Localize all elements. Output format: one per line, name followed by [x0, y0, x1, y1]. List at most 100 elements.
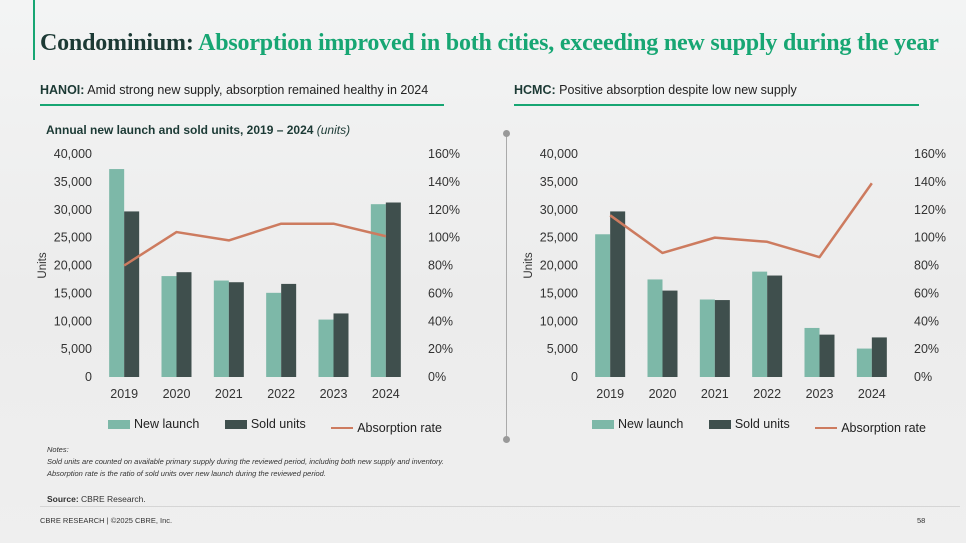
- y2-tick-label: 20%: [428, 342, 453, 356]
- y-tick-label: 5,000: [61, 342, 92, 356]
- title-headline: Absorption improved in both cities, exce…: [198, 30, 939, 56]
- legend-absorption: Absorption rate: [815, 421, 926, 435]
- new-launch-bar: [699, 299, 715, 377]
- new-launch-swatch: [592, 419, 614, 429]
- sold-units-bar: [333, 313, 349, 377]
- sold-units-bar: [124, 211, 140, 377]
- sold-units-swatch: [224, 419, 247, 429]
- y2-tick-label: 120%: [914, 203, 946, 217]
- new-launch-bar: [109, 169, 125, 377]
- hanoi-subheading: HANOI: Amid strong new supply, absorptio…: [40, 83, 428, 97]
- y-tick-label: 35,000: [540, 175, 578, 189]
- page-number: 58: [917, 516, 926, 525]
- page-title: Condominium: Absorption improved in both…: [40, 30, 939, 57]
- x-tick-label: 2024: [858, 387, 886, 401]
- absorption-swatch: [331, 426, 354, 429]
- footer: CBRE RESEARCH | ©2025 CBRE, Inc.: [40, 516, 173, 525]
- sold-units-bar: [871, 337, 887, 377]
- chart-heading: Annual new launch and sold units, 2019 –…: [46, 123, 350, 137]
- sold-units-bar: [385, 202, 401, 377]
- legend-absorption: Absorption rate: [331, 421, 442, 435]
- legend-sold-units: Sold units: [708, 417, 790, 431]
- hanoi-label: HANOI:: [40, 83, 85, 97]
- y2-tick-label: 100%: [428, 231, 460, 245]
- new-launch-bar: [370, 204, 386, 377]
- sold-units-bar: [610, 211, 626, 377]
- hanoi-text: Amid strong new supply, absorption remai…: [87, 83, 429, 97]
- new-launch-bar: [595, 234, 611, 377]
- y2-tick-label: 80%: [914, 259, 939, 273]
- sold-units-bar: [714, 300, 730, 377]
- x-tick-label: 2022: [267, 387, 295, 401]
- new-launch-bar: [752, 271, 768, 377]
- y2-tick-label: 60%: [428, 286, 453, 300]
- y-tick-label: 20,000: [54, 259, 92, 273]
- chart-heading-main: Annual new launch and sold units, 2019 –…: [46, 123, 314, 137]
- y-tick-label: 0: [571, 370, 578, 384]
- legend-new-launch-label: New launch: [134, 417, 200, 431]
- x-tick-label: 2023: [806, 387, 834, 401]
- notes-heading: Notes:: [47, 445, 69, 454]
- source: Source: CBRE Research.: [47, 494, 146, 504]
- y-tick-label: 10,000: [540, 314, 578, 328]
- absorption-swatch: [815, 426, 838, 429]
- y-tick-label: 15,000: [54, 286, 92, 300]
- y2-tick-label: 80%: [428, 259, 453, 273]
- notes-line-1: Sold units are counted on available prim…: [47, 457, 444, 466]
- legend-sold-units-label: Sold units: [734, 417, 790, 431]
- divider-top-dot: [503, 130, 510, 137]
- y2-tick-label: 140%: [914, 175, 946, 189]
- y-tick-label: 30,000: [54, 203, 92, 217]
- y2-tick-label: 140%: [428, 175, 460, 189]
- x-tick-label: 2021: [215, 387, 243, 401]
- sold-units-swatch: [708, 419, 731, 429]
- hanoi-chart: 0 5,000 10,000 15,000 20,000 25,000 30,000 35,0…: [37, 147, 460, 401]
- x-tick-label: 2022: [753, 387, 781, 401]
- y-tick-label: 25,000: [540, 231, 578, 245]
- new-launch-bar: [161, 276, 177, 377]
- sold-units-bar: [176, 272, 192, 377]
- hcmc-label: HCMC:: [514, 83, 556, 97]
- y-tick-label: 25,000: [54, 231, 92, 245]
- hanoi-underline: [40, 104, 444, 106]
- new-launch-bar: [804, 327, 820, 377]
- absorption-line: [609, 182, 873, 259]
- y-axis-label: Units: [37, 252, 49, 278]
- legend-sold-units-label: Sold units: [250, 417, 306, 431]
- y2-tick-label: 0%: [428, 370, 446, 384]
- x-tick-label: 2023: [320, 387, 348, 401]
- new-launch-bar: [318, 319, 334, 377]
- legend-sold-units: Sold units: [224, 417, 306, 431]
- legend-absorption-label: Absorption rate: [841, 420, 926, 435]
- hcmc-chart: 0 5,000 10,000 15,000 20,000 25,000 30,000 35,0…: [523, 147, 946, 401]
- source-label: Source:: [47, 494, 79, 504]
- y-tick-label: 20,000: [540, 259, 578, 273]
- y2-tick-label: 100%: [914, 231, 946, 245]
- y2-tick-label: 40%: [914, 314, 939, 328]
- y-tick-label: 10,000: [54, 314, 92, 328]
- new-launch-bar: [266, 292, 282, 377]
- y2-tick-label: 20%: [914, 342, 939, 356]
- hcmc-subheading: HCMC: Positive absorption despite low ne…: [514, 83, 797, 97]
- y-tick-label: 40,000: [54, 147, 92, 161]
- hcmc-legend: New launch Sold units Absorption rate: [592, 417, 948, 435]
- sold-units-bar: [767, 275, 783, 377]
- source-text: CBRE Research.: [81, 494, 146, 504]
- new-launch-swatch: [108, 419, 130, 429]
- y-tick-label: 5,000: [547, 342, 578, 356]
- hanoi-legend: New launch Sold units Absorption rate: [108, 417, 464, 435]
- legend-new-launch: New launch: [108, 417, 199, 431]
- x-tick-label: 2019: [596, 387, 624, 401]
- y-tick-label: 35,000: [54, 175, 92, 189]
- x-tick-label: 2020: [163, 387, 191, 401]
- footer-divider: [40, 506, 960, 507]
- x-tick-label: 2021: [701, 387, 729, 401]
- notes-line-2: Absorption rate is the ratio of sold uni…: [47, 469, 326, 478]
- hcmc-text: Positive absorption despite low new supp…: [559, 83, 797, 97]
- x-tick-label: 2020: [649, 387, 677, 401]
- y-tick-label: 0: [85, 370, 92, 384]
- absorption-line: [123, 222, 387, 267]
- new-launch-bar: [213, 280, 229, 377]
- y2-tick-label: 60%: [914, 286, 939, 300]
- new-launch-bar: [647, 279, 663, 377]
